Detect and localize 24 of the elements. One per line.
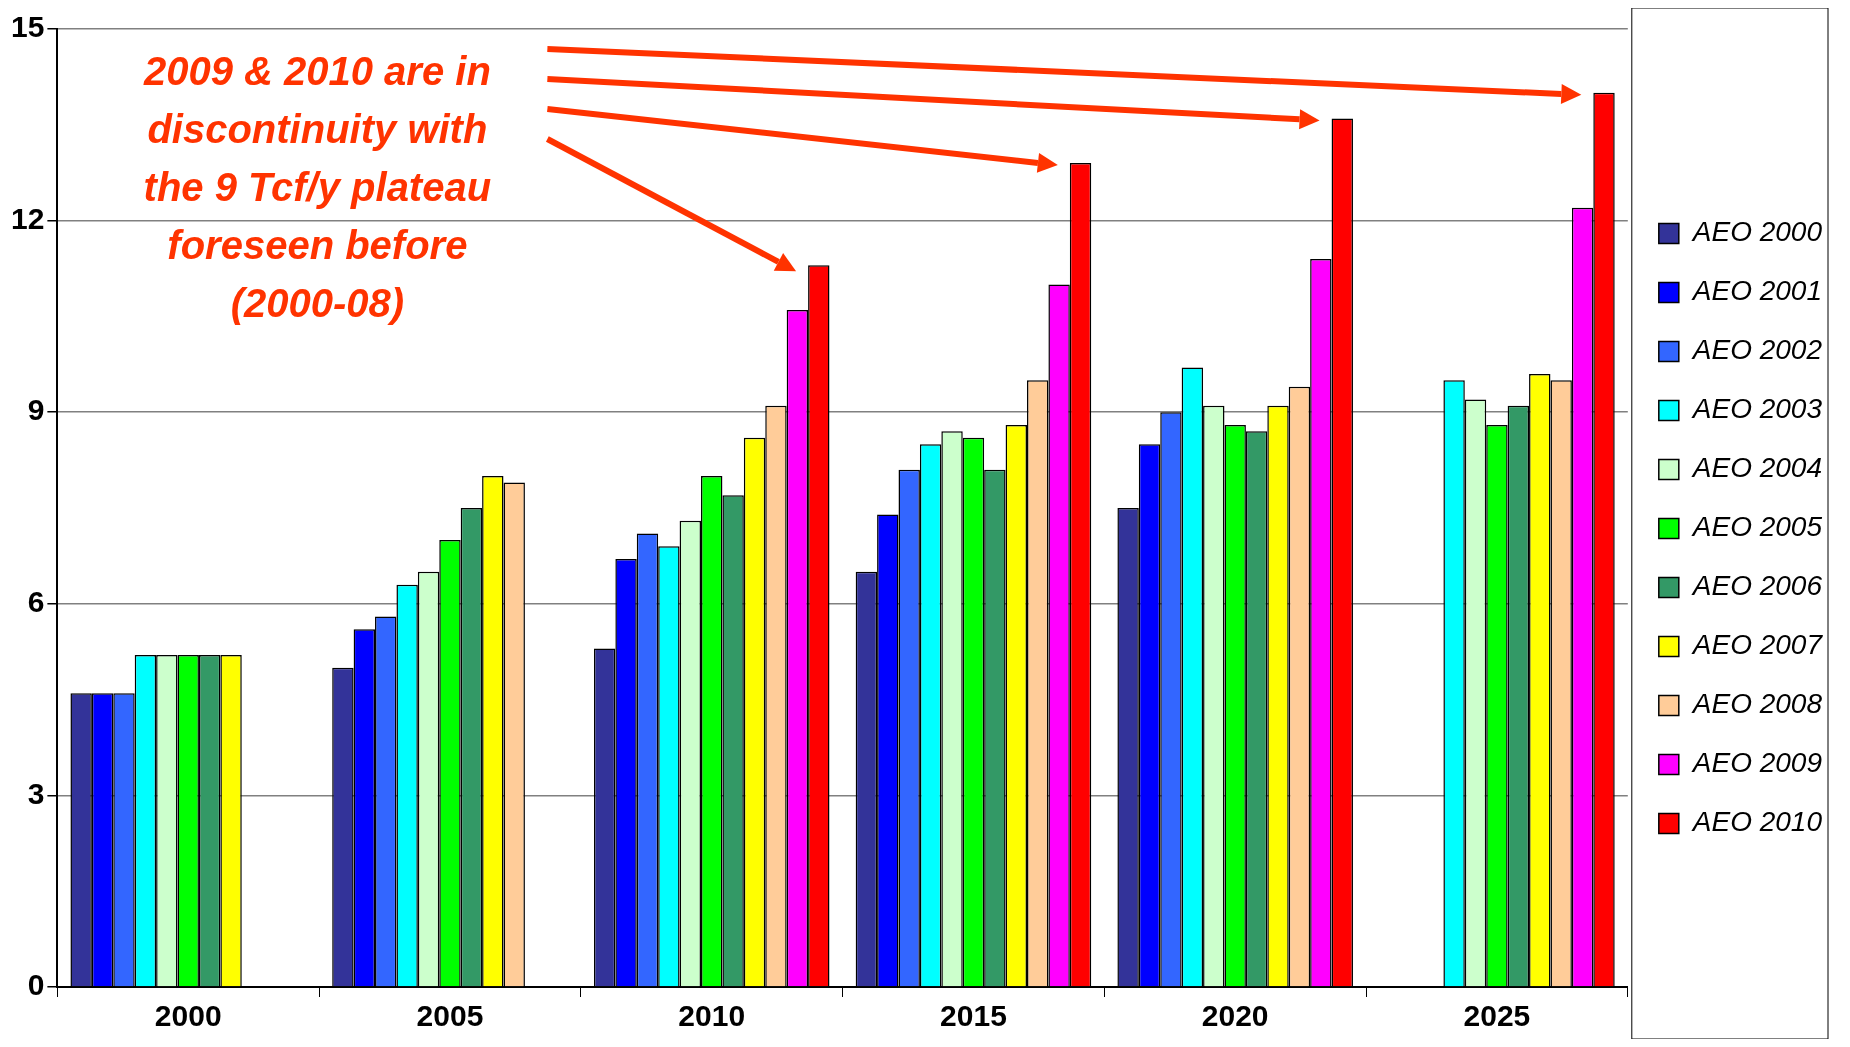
legend-label: AEO 2006 [1690,570,1823,602]
legend-label: AEO 2010 [1690,806,1823,838]
legend-label: AEO 2000 [1690,216,1823,248]
legend-label: AEO 2005 [1690,511,1823,543]
legend-label: AEO 2003 [1690,393,1823,425]
y-tick-label: 6 [27,585,45,619]
y-tick-label: 3 [27,776,45,810]
legend-label: AEO 2002 [1690,334,1823,366]
x-tick-label: 2020 [1201,999,1269,1033]
legend-label: AEO 2008 [1690,688,1823,720]
x-tick-label: 2015 [940,999,1007,1033]
x-tick-label: 2025 [1463,999,1531,1033]
x-tick-label: 2000 [154,999,222,1033]
y-tick-label: 0 [27,968,45,1002]
legend-label: AEO 2001 [1690,275,1822,307]
y-tick-label: 12 [10,201,45,235]
y-tick-label: 15 [10,10,45,44]
legend-label: AEO 2004 [1690,452,1822,484]
y-tick-label: 9 [27,393,45,427]
x-tick-label: 2005 [416,999,484,1033]
x-tick-label: 2010 [678,999,746,1033]
legend-label: AEO 2007 [1690,629,1824,661]
annotation: 2009 & 2010 are in discontinuity with the 9 Tcf/y plateau foreseen before (2000-08) [142,49,492,326]
legend-label: AEO 2009 [1690,747,1822,779]
